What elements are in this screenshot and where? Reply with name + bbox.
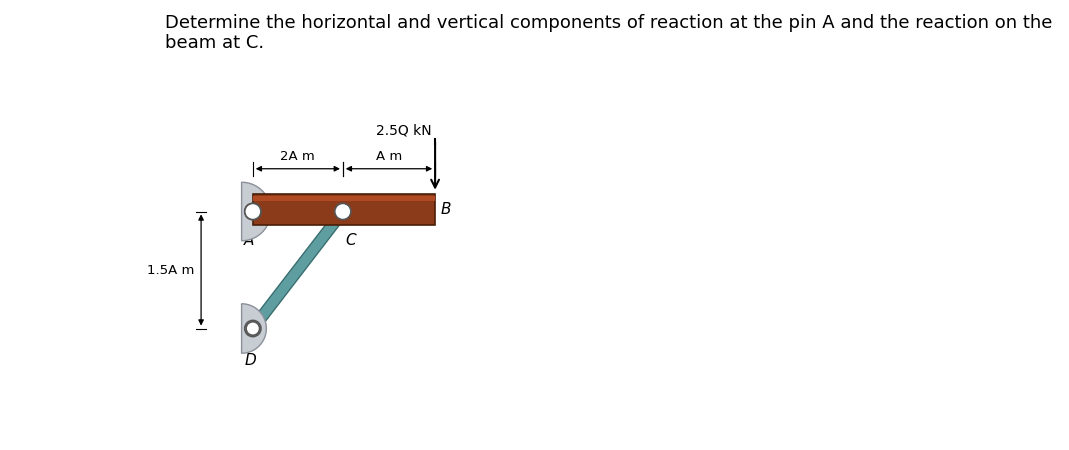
Circle shape: [245, 203, 261, 220]
Text: 2A m: 2A m: [280, 150, 315, 163]
Text: D: D: [245, 353, 257, 368]
Text: A m: A m: [376, 150, 402, 163]
Text: C: C: [345, 233, 356, 248]
Text: 1.5A m: 1.5A m: [146, 264, 195, 276]
Polygon shape: [242, 304, 266, 353]
Polygon shape: [242, 182, 270, 241]
Circle shape: [246, 322, 260, 335]
Text: A: A: [244, 233, 254, 248]
Circle shape: [335, 203, 351, 220]
Text: Determine the horizontal and vertical components of reaction at the pin A and th: Determine the horizontal and vertical co…: [165, 14, 1053, 52]
FancyBboxPatch shape: [253, 194, 435, 225]
FancyBboxPatch shape: [253, 196, 435, 202]
Circle shape: [245, 203, 261, 220]
Text: B: B: [440, 202, 451, 217]
Circle shape: [245, 320, 261, 337]
Text: 2.5Q kN: 2.5Q kN: [376, 123, 432, 137]
